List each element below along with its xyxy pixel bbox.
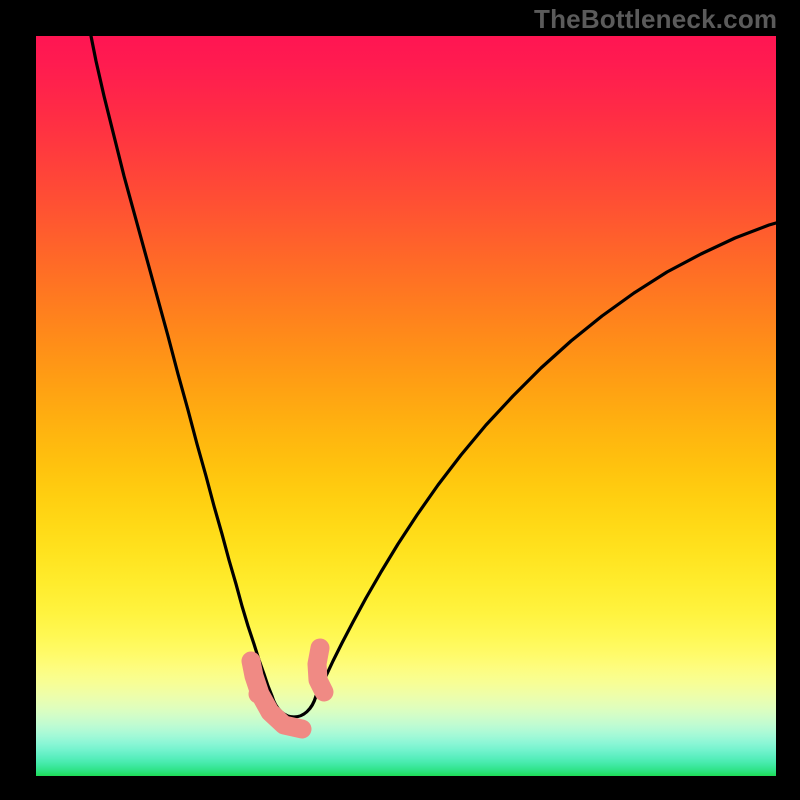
chart-svg [36, 36, 776, 776]
overlay-stroke [317, 648, 324, 692]
chart-plot-area [36, 36, 776, 776]
chart-background [36, 36, 776, 776]
watermark-text: TheBottleneck.com [534, 4, 777, 35]
